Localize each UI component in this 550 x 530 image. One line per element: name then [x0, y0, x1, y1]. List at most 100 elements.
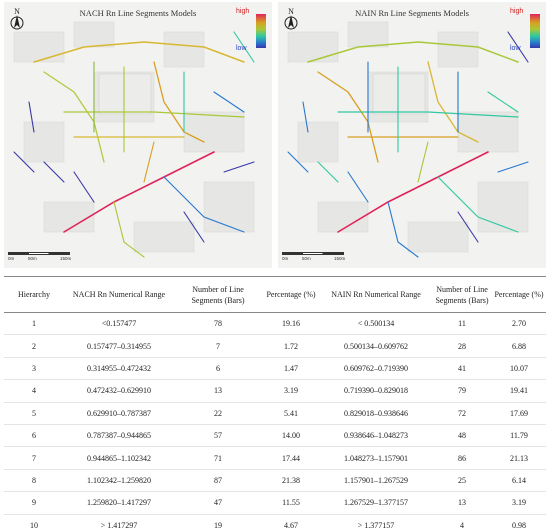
header-nain-range: NAIN Rn Numerical Range [320, 276, 432, 313]
cell-hierarchy: 10 [4, 514, 64, 530]
cell-nach-range: 0.787387–0.944865 [64, 424, 174, 448]
cell-nain-range: > 1.377157 [320, 514, 432, 530]
cell-nain-range: 1.267529–1.377157 [320, 491, 432, 515]
hierarchy-table: Hierarchy NACH Rn Numerical Range Number… [4, 276, 546, 530]
cell-nach-count: 47 [174, 491, 262, 515]
header-nach-count: Number of Line Segments (Bars) [174, 276, 262, 313]
scale-label: 150m [334, 256, 346, 261]
cell-nach-count: 19 [174, 514, 262, 530]
north-label: N [14, 7, 20, 16]
scale-label: 0m [8, 256, 15, 261]
legend-gradient [530, 14, 540, 48]
north-label: N [288, 7, 294, 16]
cell-nain-count: 13 [432, 491, 492, 515]
cell-nain-percent: 6.14 [492, 469, 546, 493]
cell-hierarchy: 1 [4, 312, 64, 336]
table-row: 6 0.787387–0.944865 57 14.00 0.938646–1.0482… [4, 424, 546, 448]
header-hierarchy: Hierarchy [4, 276, 64, 313]
cell-nain-percent: 17.69 [492, 402, 546, 425]
table-row: 1 <0.157477 78 19.16 < 0.500134 11 2.70 [4, 312, 546, 336]
cell-hierarchy: 5 [4, 402, 64, 425]
header-nach-range: NACH Rn Numerical Range [64, 276, 174, 313]
cell-hierarchy: 4 [4, 379, 64, 403]
scale-label: 50m [28, 256, 37, 261]
map-title: NACH Rn Line Segments Models [79, 8, 197, 18]
cell-nach-percent: 1.47 [262, 357, 320, 381]
scale-bar: 0m 50m 150m [8, 252, 78, 262]
cell-nach-range: 1.102342–1.259820 [64, 469, 174, 493]
cell-nach-count: 87 [174, 469, 262, 493]
cell-nain-count: 86 [432, 446, 492, 470]
cell-nach-range: 1.259820–1.417297 [64, 491, 174, 515]
cell-nach-count: 57 [174, 424, 262, 448]
scale-bar: 0m 50m 150m [282, 252, 352, 262]
cell-hierarchy: 8 [4, 469, 64, 493]
cell-nain-percent: 0.98 [492, 514, 546, 530]
map-nain: NAIN Rn Line Segments Models N high low … [278, 2, 546, 268]
cell-hierarchy: 7 [4, 446, 64, 470]
legend-gradient [256, 14, 266, 48]
nach-map-graphic [13, 21, 255, 258]
cell-nain-range: 0.719390–0.829018 [320, 379, 432, 403]
cell-nach-count: 78 [174, 312, 262, 336]
cell-nach-range: 0.629910–0.787387 [64, 402, 174, 425]
cell-nain-count: 28 [432, 334, 492, 358]
legend-high: high [510, 8, 524, 15]
legend-low: low [236, 45, 247, 52]
table-header-row: Hierarchy NACH Rn Numerical Range Number… [4, 276, 546, 313]
cell-nain-count: 79 [432, 379, 492, 403]
cell-nain-count: 11 [432, 312, 492, 336]
legend-low: low [510, 45, 521, 52]
table-row: 3 0.314955–0.472432 6 1.47 0.609762–0.719390… [4, 357, 546, 381]
cell-nach-range: 0.314955–0.472432 [64, 357, 174, 381]
header-nain-percent: Percentage (%) [492, 276, 546, 313]
cell-nach-percent: 21.38 [262, 469, 320, 493]
cell-nach-count: 7 [174, 334, 262, 358]
cell-nain-percent: 11.79 [492, 424, 546, 448]
cell-nach-percent: 17.44 [262, 446, 320, 470]
cell-nach-percent: 1.72 [262, 334, 320, 358]
cell-nain-range: 0.829018–0.938646 [320, 402, 432, 425]
cell-nach-count: 6 [174, 357, 262, 381]
cell-nach-percent: 11.55 [262, 491, 320, 515]
cell-hierarchy: 3 [4, 357, 64, 381]
table-row: 8 1.102342–1.259820 87 21.38 1.157901–1.2675… [4, 469, 546, 493]
cell-nach-range: 0.944865–1.102342 [64, 446, 174, 470]
table-row: 10 > 1.417297 19 4.67 > 1.377157 4 0.98 [4, 514, 546, 530]
cell-hierarchy: 9 [4, 491, 64, 515]
table-row: 5 0.629910–0.787387 22 5.41 0.829018–0.93864… [4, 402, 546, 425]
map-nach: NACH Rn Line Segments Models N high low … [4, 2, 272, 268]
legend: high low [236, 8, 266, 52]
cell-hierarchy: 2 [4, 334, 64, 358]
map-title: NAIN Rn Line Segments Models [355, 8, 469, 18]
north-arrow-icon: N [10, 7, 24, 30]
table-body: 1 <0.157477 78 19.16 < 0.500134 11 2.70 2 0.1574… [4, 312, 546, 530]
cell-nain-percent: 21.13 [492, 446, 546, 470]
header-nach-percent: Percentage (%) [262, 276, 320, 313]
cell-nach-percent: 14.00 [262, 424, 320, 448]
cell-nain-range: 1.048273–1.157901 [320, 446, 432, 470]
cell-nach-count: 71 [174, 446, 262, 470]
cell-nain-percent: 3.19 [492, 491, 546, 515]
legend-high: high [236, 8, 250, 15]
cell-nain-range: < 0.500134 [320, 312, 432, 336]
cell-nach-percent: 5.41 [262, 402, 320, 425]
cell-nain-percent: 19.41 [492, 379, 546, 403]
header-nain-count: Number of Line Segments (Bars) [432, 276, 492, 313]
cell-hierarchy: 6 [4, 424, 64, 448]
scale-label: 50m [302, 256, 311, 261]
cell-nain-percent: 10.07 [492, 357, 546, 381]
cell-nach-count: 13 [174, 379, 262, 403]
nain-map-graphic [287, 21, 529, 258]
cell-nach-percent: 3.19 [262, 379, 320, 403]
cell-nain-count: 41 [432, 357, 492, 381]
maps-area: NACH Rn Line Segments Models N high low … [4, 2, 546, 268]
cell-nain-range: 0.938646–1.048273 [320, 424, 432, 448]
cell-nach-count: 22 [174, 402, 262, 425]
cell-nain-count: 4 [432, 514, 492, 530]
cell-nain-count: 25 [432, 469, 492, 493]
table-row: 2 0.157477–0.314955 7 1.72 0.500134–0.609762… [4, 334, 546, 358]
cell-nach-range: <0.157477 [64, 312, 174, 336]
table-row: 4 0.472432–0.629910 13 3.19 0.719390–0.82901… [4, 379, 546, 403]
scale-label: 150m [60, 256, 72, 261]
